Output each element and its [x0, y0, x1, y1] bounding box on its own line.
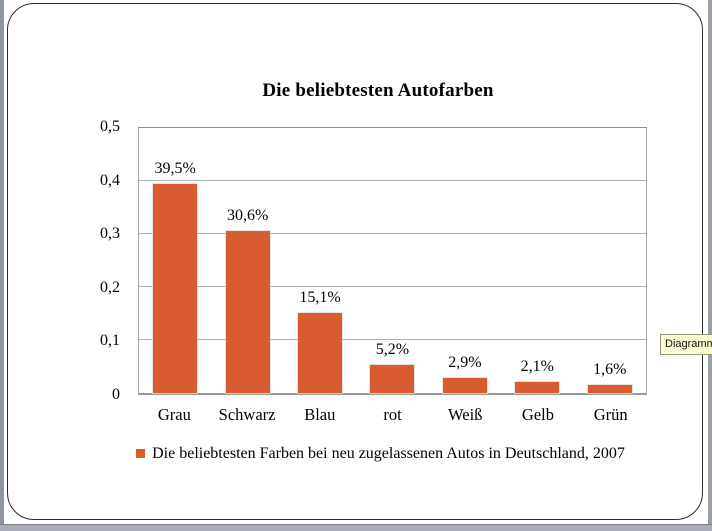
y-axis-tick-label: 0,4	[100, 171, 120, 189]
bar-gelb[interactable]	[515, 381, 560, 393]
x-axis: Grau Schwarz Blau rot Weiß Gelb Grün	[138, 405, 647, 425]
x-axis-category-label: rot	[383, 405, 402, 424]
x-axis-category-label: Schwarz	[218, 405, 276, 424]
bar-grün[interactable]	[587, 384, 632, 393]
bar-rot[interactable]	[370, 365, 415, 393]
y-axis-tick-label: 0,1	[100, 332, 120, 350]
bar-slot-weiß: 2,9%	[429, 128, 501, 393]
y-axis-tick-label: 0,3	[100, 225, 120, 243]
bar-grau[interactable]	[153, 183, 198, 393]
gridline	[139, 339, 646, 340]
slide-canvas[interactable]: Die beliebtesten Autofarben 0 0,1 0,2 0,3 0,…	[7, 3, 703, 520]
bar-slot-schwarz: 30,6%	[211, 128, 283, 393]
gridline	[139, 180, 646, 181]
chart-legend[interactable]: Die beliebtesten Farben bei neu zugelass…	[118, 444, 643, 464]
bar-value-label: 2,1%	[520, 357, 554, 375]
bar-blau[interactable]	[298, 312, 343, 393]
bar-value-label: 15,1%	[299, 288, 341, 306]
x-axis-category-label: Blau	[304, 405, 336, 424]
plot-area[interactable]: 39,5% 30,6% 15,1% 5,2% 2,9% 2,1% 1,6%	[138, 127, 647, 395]
bar-slot-grau: 39,5%	[139, 128, 211, 393]
gridline	[139, 233, 646, 234]
bar-slot-blau: 15,1%	[284, 128, 356, 393]
legend-swatch-icon	[136, 449, 146, 458]
bar-value-label: 30,6%	[226, 206, 269, 224]
x-axis-category-label: Grün	[593, 405, 628, 424]
bar-weiß[interactable]	[442, 377, 487, 393]
legend-label: Die beliebtesten Farben bei neu zugelass…	[152, 445, 625, 462]
x-axis-category-label: Weiß	[448, 405, 483, 424]
window-edge-left	[0, 0, 4, 525]
bar-slot-gelb: 2,1%	[501, 128, 573, 393]
y-axis-tick-label: 0,5	[100, 118, 120, 135]
y-axis: 0 0,1 0,2 0,3 0,4 0,5	[28, 118, 120, 403]
chart-title: Die beliebtesten Autofarben	[262, 80, 494, 101]
x-axis-category-label: Gelb	[521, 405, 554, 424]
bar-slot-grün: 1,6%	[574, 128, 646, 393]
y-axis-tick-label: 0	[112, 386, 120, 403]
gridline	[139, 286, 646, 287]
bar-value-label: 39,5%	[154, 159, 196, 177]
bar-value-label: 5,2%	[375, 341, 410, 359]
bar-schwarz[interactable]	[225, 230, 270, 393]
diagramm-tooltip: Diagramm	[660, 334, 712, 355]
x-axis-category-label: Grau	[157, 405, 191, 424]
bar-value-label: 2,9%	[448, 353, 482, 371]
window-edge-right	[708, 0, 712, 525]
bar-value-label: 1,6%	[593, 360, 627, 378]
bar-slot-rot: 5,2%	[356, 128, 428, 393]
y-axis-tick-label: 0,2	[100, 278, 120, 296]
window-edge-bottom	[0, 524, 712, 531]
